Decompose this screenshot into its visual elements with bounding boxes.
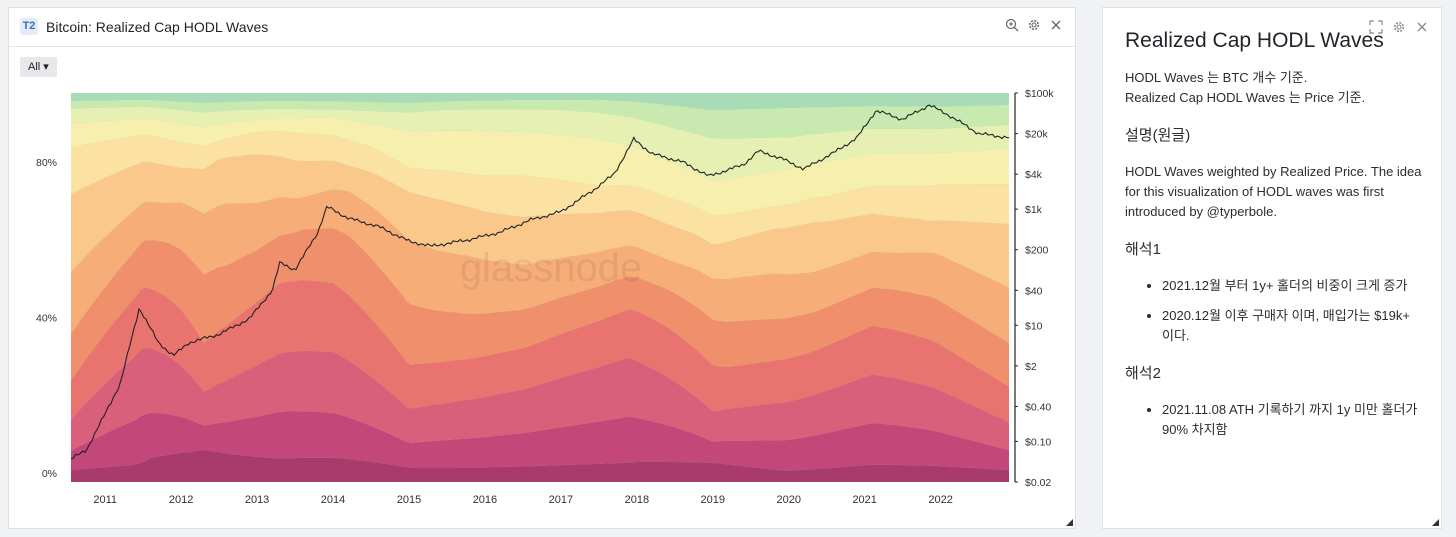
band-6m-12m [71, 189, 1009, 344]
chart-panel-title: Bitcoin: Realized Cap HODL Waves [46, 19, 269, 35]
close-icon[interactable] [1415, 20, 1429, 34]
notes-list-1: 2021.12월 부터 1y+ 홀더의 비중이 크게 증가 2020.12월 이… [1125, 276, 1423, 346]
x-tick-label: 2015 [397, 494, 421, 506]
x-tick-label: 2012 [169, 494, 193, 506]
x-tick-label: 2018 [625, 494, 649, 506]
x-tick-label: 2013 [245, 494, 269, 506]
y-right-tick-label: $0.40 [1025, 401, 1051, 413]
chart-badge: T2 [20, 18, 38, 35]
y-right-tick-label: $0.02 [1025, 477, 1051, 489]
chart-panel-header: T2 Bitcoin: Realized Cap HODL Waves [9, 8, 1075, 47]
notes-line: HODL Waves 는 BTC 개수 기준. [1125, 70, 1308, 85]
gear-icon[interactable] [1027, 18, 1041, 32]
y-right-tick-label: $0.10 [1025, 436, 1051, 448]
x-tick-label: 2021 [852, 494, 876, 506]
range-selector[interactable]: All ▾ [20, 57, 57, 77]
notes-line: Realized Cap HODL Waves 는 Price 기준. [1125, 90, 1366, 105]
band--1d [71, 449, 1009, 482]
band-1y-2y [71, 154, 1009, 288]
band-3m-6m [71, 228, 1009, 387]
y-axis-left: 0% 40% 80% [36, 157, 57, 480]
x-tick-label: 2022 [928, 494, 952, 506]
resize-handle[interactable] [1432, 519, 1439, 526]
hodl-bands [71, 93, 1009, 482]
band-3y-5y [71, 117, 1009, 216]
x-tick-label: 2011 [93, 494, 117, 506]
y-right-tick-label: $200 [1025, 245, 1049, 257]
y-left-tick-label: 80% [36, 157, 57, 169]
price-line-group [70, 104, 1010, 460]
x-tick-label: 2020 [776, 494, 800, 506]
x-axis: 2011 2012 2013 2014 2015 2016 2017 2018 2019 2020… [93, 494, 953, 506]
notes-heading: 설명(원글) [1125, 127, 1191, 144]
gear-icon[interactable] [1392, 20, 1406, 34]
x-tick-label: 2019 [701, 494, 725, 506]
y-right-tick-label: $2 [1025, 361, 1037, 373]
y-right-tick-label: $10 [1025, 320, 1043, 332]
price-line [70, 104, 1010, 460]
y-right-tick-label: $1k [1025, 204, 1043, 216]
notes-list-2: 2021.11.08 ATH 기록하기 까지 1y 미만 홀더가 90% 차지함 [1125, 400, 1423, 440]
list-item: 2021.11.08 ATH 기록하기 까지 1y 미만 홀더가 90% 차지함 [1162, 400, 1423, 440]
band-1w-1m [71, 347, 1009, 451]
notes-heading: 해석1 [1125, 241, 1161, 258]
notes-body: HODL Waves 는 BTC 개수 기준. Realized Cap HOD… [1125, 68, 1423, 450]
band-5y-7y [71, 106, 1009, 181]
watermark: glassnode [460, 246, 642, 290]
hodl-waves-chart: glassnode 2011 2012 2013 2014 2015 2016 2017 20… [36, 88, 1054, 506]
band-1m-3m [71, 280, 1009, 423]
band-2y-3y [71, 131, 1009, 245]
list-item: 2021.12월 부터 1y+ 홀더의 비중이 크게 증가 [1162, 276, 1423, 296]
zoom-in-icon[interactable] [1005, 18, 1019, 32]
band--10y [71, 93, 1009, 110]
x-tick-label: 2016 [473, 494, 497, 506]
chart-panel: T2 Bitcoin: Realized Cap HODL Waves All … [8, 7, 1076, 529]
list-item: 2020.12월 이후 구매자 이며, 매입가는 $19k+ 이다. [1162, 306, 1423, 346]
y-right-tick-label: $40 [1025, 285, 1043, 297]
y-right-tick-label: $100k [1025, 88, 1054, 100]
close-icon[interactable] [1049, 18, 1063, 32]
band-7y-10y [71, 99, 1009, 139]
y-left-tick-label: 0% [42, 468, 57, 480]
y-right-tick-label: $20k [1025, 129, 1049, 141]
y-axis-right: $0.02 $0.10 $0.40 $2 $10 $40 $200 $1k $4k $20k $10… [1014, 88, 1054, 489]
x-tick-label: 2014 [321, 494, 345, 506]
band-1d-1w [71, 411, 1009, 471]
expand-icon[interactable] [1369, 20, 1383, 34]
x-tick-label: 2017 [549, 494, 573, 506]
notes-heading: 해석2 [1125, 365, 1161, 382]
resize-handle[interactable] [1066, 519, 1073, 526]
y-right-tick-label: $4k [1025, 169, 1043, 181]
notes-panel: Realized Cap HODL Waves HODL Waves 는 BTC… [1102, 7, 1442, 529]
notes-description: HODL Waves weighted by Realized Price. T… [1125, 164, 1422, 219]
y-left-tick-label: 40% [36, 312, 57, 324]
notes-title: Realized Cap HODL Waves [1125, 29, 1384, 52]
